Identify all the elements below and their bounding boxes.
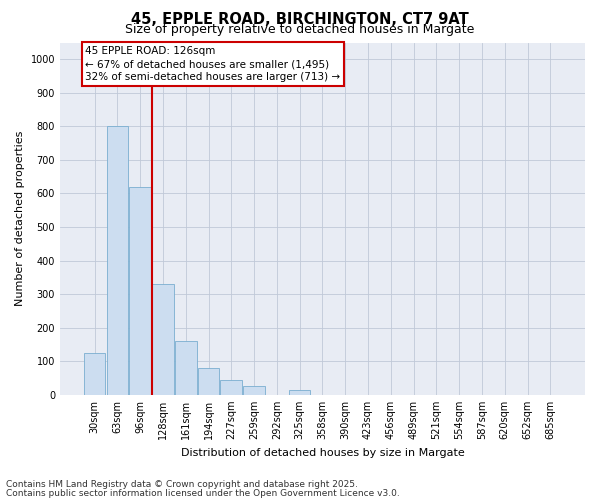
X-axis label: Distribution of detached houses by size in Margate: Distribution of detached houses by size … [181, 448, 464, 458]
Text: 45, EPPLE ROAD, BIRCHINGTON, CT7 9AT: 45, EPPLE ROAD, BIRCHINGTON, CT7 9AT [131, 12, 469, 28]
Bar [130, 187, 151, 395]
Bar [220, 380, 242, 395]
Text: Size of property relative to detached houses in Margate: Size of property relative to detached ho… [125, 22, 475, 36]
Bar [175, 341, 197, 395]
Bar [107, 126, 128, 395]
Text: 45 EPPLE ROAD: 126sqm
← 67% of detached houses are smaller (1,495)
32% of semi-d: 45 EPPLE ROAD: 126sqm ← 67% of detached … [85, 46, 341, 82]
Bar [289, 390, 310, 395]
Y-axis label: Number of detached properties: Number of detached properties [15, 131, 25, 306]
Bar [198, 368, 220, 395]
Bar [243, 386, 265, 395]
Bar [152, 284, 174, 395]
Bar [84, 353, 106, 395]
Text: Contains public sector information licensed under the Open Government Licence v3: Contains public sector information licen… [6, 488, 400, 498]
Text: Contains HM Land Registry data © Crown copyright and database right 2025.: Contains HM Land Registry data © Crown c… [6, 480, 358, 489]
